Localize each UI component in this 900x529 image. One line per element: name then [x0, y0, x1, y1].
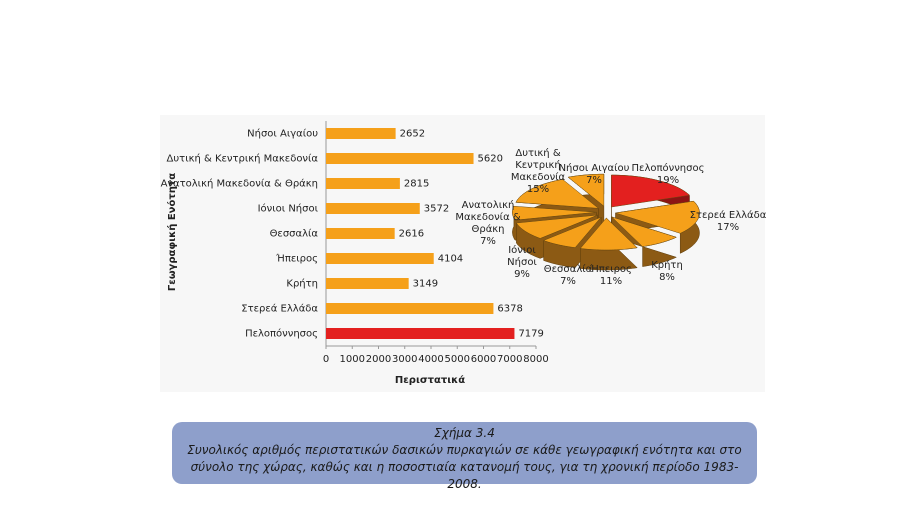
bar	[326, 228, 395, 239]
value-label: 6378	[497, 304, 522, 315]
bar	[326, 178, 400, 189]
slice	[611, 174, 691, 208]
pie-label-value: 9%	[514, 269, 530, 280]
slice	[515, 214, 598, 239]
x-tick-label: 6000	[471, 354, 496, 365]
value-label: 7179	[518, 329, 543, 340]
value-label: 2616	[399, 229, 424, 240]
pie-label-value: 7%	[560, 276, 576, 287]
pie-label: Πελοπόννησος 19%	[623, 163, 713, 187]
x-tick-label: 3000	[392, 354, 417, 365]
y-tick-label: Ιόνιοι Νήσοι	[258, 203, 319, 215]
pie-label-name: Κρήτη	[651, 260, 683, 271]
pie-label: Θεσσαλία 7%	[538, 264, 598, 288]
bar	[326, 203, 420, 214]
bar	[326, 328, 515, 339]
y-tick-label: Ανατολική Μακεδονία & Θράκη	[161, 178, 318, 190]
pie-label: Ιόνιοι Νήσοι 9%	[492, 245, 552, 281]
bar	[326, 153, 474, 164]
slice	[512, 205, 597, 221]
slice	[567, 173, 605, 207]
pie-label-name: Ιόνιοι Νήσοι	[507, 245, 537, 268]
bar	[326, 253, 434, 264]
slice	[542, 216, 602, 248]
pie-label: Κρήτη 8%	[637, 260, 697, 284]
pie-label-name: Νήσοι Αιγαίου	[558, 163, 630, 174]
y-tick-label: Ήπειρος	[275, 253, 318, 265]
pie-label-name: Στερεά Ελλάδα	[689, 210, 767, 221]
pie-label: Νήσοι Αιγαίου 7%	[554, 163, 634, 187]
x-axis-label: Περιστατικά	[395, 374, 465, 386]
y-tick-label: Στερεά Ελλάδα	[241, 303, 318, 315]
pie-label-value: 15%	[526, 184, 550, 195]
x-tick-label: 0	[323, 354, 329, 365]
value-label: 4104	[438, 254, 463, 265]
pie-label-name: Πελοπόννησος	[631, 163, 705, 174]
pie-label: Δυτική & Κεντρική Μακεδονία 15%	[508, 148, 568, 196]
value-label: 2815	[404, 179, 429, 190]
slice	[615, 200, 700, 234]
pie-label: Ανατολική Μακεδονία & Θράκη 7%	[453, 200, 523, 248]
pie-label-value: 19%	[656, 175, 680, 186]
x-tick-label: 5000	[445, 354, 470, 365]
pie-label-value: 11%	[599, 276, 623, 287]
slice	[579, 217, 638, 251]
pie-label-name: Ήπειρος	[590, 264, 632, 275]
y-tick-label: Κρήτη	[286, 278, 318, 290]
pie-label-value: 8%	[659, 272, 675, 283]
x-tick-label: 4000	[418, 354, 443, 365]
pie-label-name: Ανατολική Μακεδονία & Θράκη	[455, 200, 521, 235]
pie-label-name: Δυτική & Κεντρική Μακεδονία	[510, 148, 566, 183]
slice	[611, 216, 678, 247]
pie-label-value: 7%	[586, 175, 602, 186]
x-tick-label: 7000	[497, 354, 522, 365]
x-tick-label: 1000	[340, 354, 365, 365]
y-tick-label: Νήσοι Αιγαίου	[247, 128, 318, 140]
y-tick-label: Πελοπόννησος	[245, 328, 318, 340]
bar	[326, 128, 396, 139]
pie-label-value: 7%	[480, 236, 496, 247]
x-tick-label: 2000	[366, 354, 391, 365]
value-label: 3149	[413, 279, 438, 290]
slice	[515, 179, 600, 209]
pie-label-name: Θεσσαλία	[543, 264, 593, 275]
pie-label-value: 17%	[716, 222, 740, 233]
bar	[326, 278, 409, 289]
value-label: 2652	[400, 129, 425, 140]
caption-label: Σχήμα 3.4	[434, 426, 495, 440]
pie-label: Ήπειρος 11%	[581, 264, 641, 288]
caption-text: Συνολικός αριθμός περιστατικών δασικών π…	[187, 443, 742, 491]
pie-label: Στερεά Ελλάδα 17%	[683, 210, 773, 234]
y-tick-label: Δυτική & Κεντρική Μακεδονία	[167, 153, 319, 165]
y-axis-label: Γεωγραφική Ενότητα	[166, 173, 178, 291]
x-tick-label: 8000	[523, 354, 548, 365]
y-tick-label: Θεσσαλία	[270, 228, 319, 240]
bar	[326, 303, 494, 314]
value-label: 3572	[424, 204, 449, 215]
caption: Σχήμα 3.4 Συνολικός αριθμός περιστατικών…	[172, 422, 757, 491]
value-label: 5620	[478, 154, 503, 165]
